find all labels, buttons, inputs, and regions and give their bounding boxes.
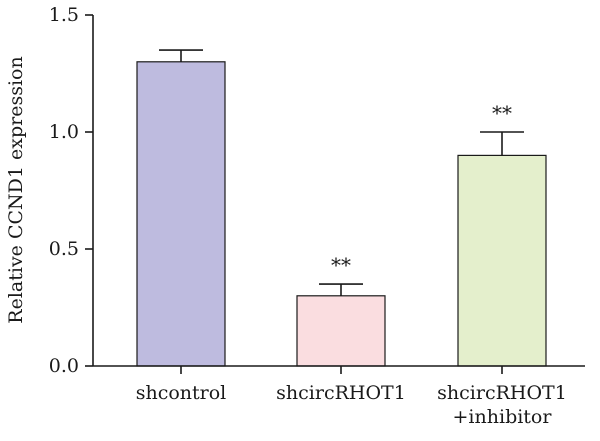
x-tick-label: +inhibitor [453, 406, 553, 428]
significance-label: ** [331, 253, 351, 277]
x-axis: shcontrol shcircRHOT1 shcircRHOT1+inhibito… [93, 365, 585, 428]
bars: ** ** [136, 49, 547, 367]
significance-label: ** [492, 101, 512, 125]
y-tick-label: 1.5 [49, 4, 79, 26]
bar [457, 154, 547, 367]
bar [296, 295, 386, 367]
x-tick-label: shcircRHOT1 [437, 382, 567, 404]
bar [136, 61, 226, 367]
x-tick-label: shcontrol [136, 382, 227, 404]
y-axis-title: Relative CCND1 expression [5, 56, 27, 323]
y-axis: 0.0 0.5 1.0 1.5 [49, 4, 94, 377]
y-tick-label: 0.0 [49, 355, 79, 377]
y-tick-label: 0.5 [49, 238, 79, 260]
y-tick-label: 1.0 [49, 121, 79, 143]
x-tick-label: shcircRHOT1 [276, 382, 406, 404]
